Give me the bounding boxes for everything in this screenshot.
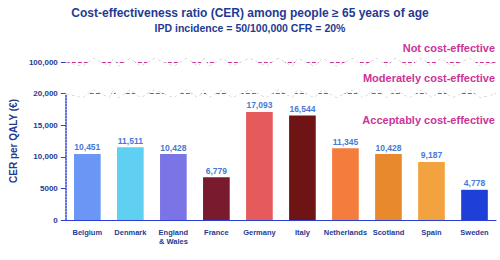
svg-text:17,093: 17,093 — [246, 100, 272, 110]
svg-text:20,000: 20,000 — [33, 89, 58, 98]
svg-text:Scotland: Scotland — [373, 228, 405, 237]
svg-text:6,779: 6,779 — [206, 166, 228, 176]
svg-text:France: France — [204, 228, 229, 237]
svg-text:Acceptably cost-effective: Acceptably cost-effective — [362, 114, 495, 126]
svg-text:Sweden: Sweden — [460, 228, 489, 237]
svg-text:Cost-effectiveness ratio (CER): Cost-effectiveness ratio (CER) among peo… — [71, 6, 429, 20]
svg-text:10,451: 10,451 — [74, 142, 100, 152]
svg-text:CER per QALY (€): CER per QALY (€) — [8, 99, 19, 183]
svg-text:9,187: 9,187 — [421, 150, 443, 160]
svg-text:England: England — [159, 228, 189, 237]
svg-text:Netherlands: Netherlands — [324, 228, 367, 237]
svg-text:0: 0 — [53, 216, 58, 225]
svg-text:10,428: 10,428 — [375, 143, 401, 153]
svg-text:16,544: 16,544 — [289, 104, 315, 114]
svg-text:4,778: 4,778 — [464, 178, 486, 188]
svg-text:IPD incidence = 50/100,000 CFR: IPD incidence = 50/100,000 CFR = 20% — [155, 22, 347, 34]
svg-text:Moderately cost-effective: Moderately cost-effective — [363, 72, 495, 84]
svg-text:& Wales: & Wales — [159, 237, 188, 246]
svg-text:Germany: Germany — [243, 228, 276, 237]
svg-text:10,000: 10,000 — [33, 152, 58, 161]
svg-text:Not cost-effective: Not cost-effective — [403, 42, 495, 54]
svg-text:Belgium: Belgium — [73, 228, 103, 237]
svg-text:5000: 5000 — [40, 184, 58, 193]
svg-text:Denmark: Denmark — [114, 228, 147, 237]
svg-text:11,511: 11,511 — [118, 136, 143, 146]
svg-text:100,000: 100,000 — [29, 58, 58, 67]
svg-text:11,345: 11,345 — [333, 137, 359, 147]
svg-text:Spain: Spain — [421, 228, 442, 237]
svg-text:10,428: 10,428 — [160, 143, 186, 153]
svg-text:15,000: 15,000 — [33, 121, 58, 130]
svg-text:Italy: Italy — [295, 228, 311, 237]
